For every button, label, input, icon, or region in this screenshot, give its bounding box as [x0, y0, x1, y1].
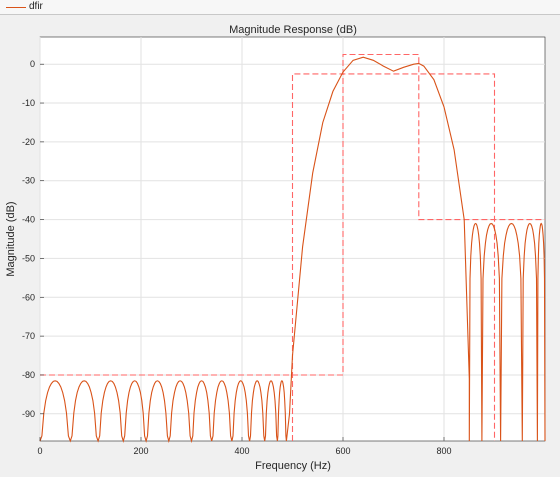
y-tick-label: -70 — [22, 331, 35, 341]
legend-swatch-line — [6, 6, 26, 8]
y-tick-label: -20 — [22, 137, 35, 147]
y-tick-label: -10 — [22, 98, 35, 108]
x-tick-label: 0 — [37, 446, 42, 456]
legend-item-dfir[interactable]: dfir — [6, 1, 43, 13]
y-tick-label: -60 — [22, 292, 35, 302]
y-axis: 0 -10 -20 -30 -40 -50 -60 -70 -80 -90 — [22, 59, 44, 419]
x-tick-label: 800 — [436, 446, 451, 456]
y-tick-label: -50 — [22, 253, 35, 263]
y-tick-label: -90 — [22, 409, 35, 419]
legend-label: dfir — [29, 1, 43, 12]
magnitude-response-chart: Magnitude Response (dB) 0 200 400 600 800 0 -… — [5, 24, 546, 472]
y-axis-label: Magnitude (dB) — [5, 201, 17, 276]
x-tick-label: 600 — [335, 446, 350, 456]
y-tick-label: -30 — [22, 176, 35, 186]
y-tick-label: -40 — [22, 215, 35, 225]
specification-mask — [40, 53, 545, 441]
x-axis-label: Frequency (Hz) — [255, 460, 331, 472]
response-line — [39, 56, 546, 444]
chart-title: Magnitude Response (dB) — [229, 24, 357, 36]
x-tick-label: 200 — [133, 446, 148, 456]
x-axis: 0 200 400 600 800 — [37, 437, 452, 456]
series-dfir — [39, 56, 546, 444]
legend-bar: dfir — [0, 0, 560, 15]
mask-segment — [291, 73, 496, 441]
x-tick-label: 400 — [234, 446, 249, 456]
y-tick-label: -80 — [22, 370, 35, 380]
y-tick-label: 0 — [30, 59, 35, 69]
